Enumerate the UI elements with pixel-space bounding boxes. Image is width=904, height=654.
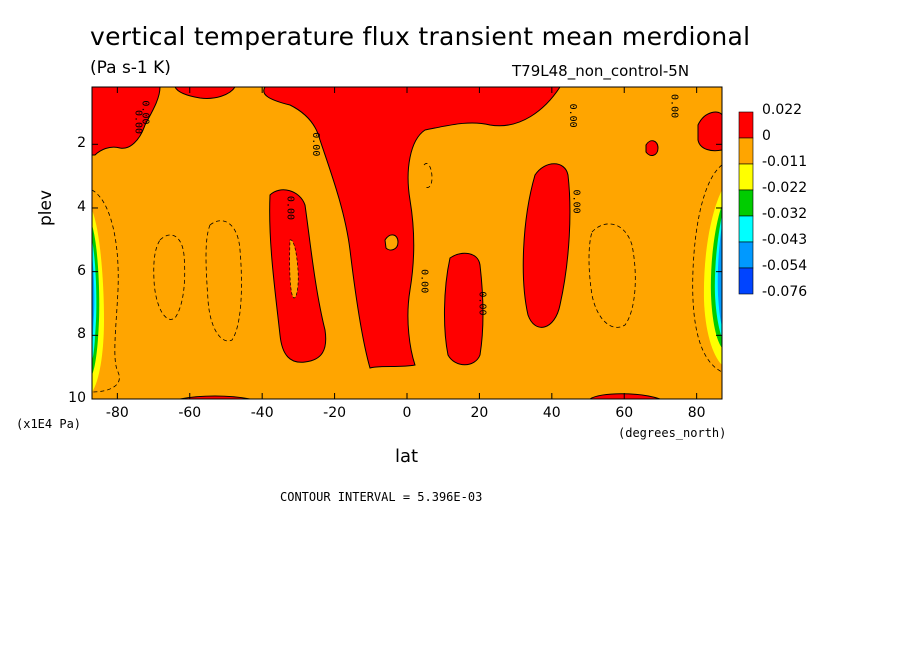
contour-interval: CONTOUR INTERVAL = 5.396E-03 — [280, 490, 483, 504]
x-tick-label: 80 — [687, 405, 706, 421]
neg-region-west-blue — [92, 255, 95, 345]
pos-region-center-large — [263, 87, 561, 369]
neg-contour-5 — [692, 164, 722, 373]
colorbar-swatch — [738, 241, 754, 269]
y-axis-ticks — [92, 143, 722, 400]
pos-region-45n-column — [522, 163, 571, 328]
x-axis-label: lat — [395, 446, 419, 467]
y-tick-label: 8 — [77, 326, 86, 343]
chart-units: (Pa s-1 K) — [90, 58, 171, 78]
colorbar-swatch — [738, 163, 754, 191]
y-tick-label: 2 — [77, 135, 86, 152]
contour-value-label: 0.00 — [668, 94, 679, 118]
x-axis-ticks — [116, 87, 698, 399]
y-tick-label: 4 — [77, 198, 86, 215]
neg-contour-6 — [423, 163, 433, 188]
x-tick-label: -80 — [105, 405, 129, 421]
y-axis-label: plev — [36, 189, 56, 226]
neg-island-left-column — [289, 239, 299, 299]
contour-value-label: 0.00 — [476, 291, 487, 315]
contour-labels: 0.000.000.000.000.000.000.000.000.00 — [132, 94, 679, 315]
neg-contour-3 — [588, 223, 636, 328]
colorbar-label: -0.011 — [762, 154, 808, 170]
neg-contour-2 — [205, 220, 242, 342]
x-tick-label: -40 — [250, 405, 274, 421]
x-tick-label: -20 — [323, 405, 347, 421]
x-tick-label: 0 — [402, 405, 412, 421]
colorbar-label: -0.054 — [762, 258, 808, 274]
colorbar-label: 0 — [762, 128, 771, 144]
contour-value-label: 0.00 — [567, 104, 578, 128]
colorbar-label: -0.032 — [762, 206, 808, 222]
pos-region-70n-blob — [645, 140, 659, 156]
neg-contour-1 — [153, 234, 186, 320]
x-tick-label: -60 — [178, 405, 202, 421]
contour-value-label: 0.00 — [418, 269, 429, 293]
y-tick-label: 10 — [68, 390, 86, 406]
contour-value-label: 0.00 — [140, 100, 151, 124]
colorbar-label: -0.022 — [762, 180, 808, 196]
y-tick-label: 6 — [77, 262, 86, 279]
colorbar — [738, 111, 754, 295]
colorbar-label: -0.076 — [762, 284, 808, 300]
x-tick-label: 40 — [542, 405, 561, 421]
colorbar-swatch — [738, 137, 754, 165]
chart-title: vertical temperature flux transient mean… — [90, 22, 751, 51]
neg-island-center — [384, 234, 399, 251]
colorbar-label: 0.022 — [762, 102, 803, 118]
colorbar-swatch — [738, 189, 754, 217]
contour-value-label: 0.00 — [285, 196, 296, 220]
contour-value-label: 0.00 — [310, 132, 321, 156]
x-tick-label: 20 — [470, 405, 489, 421]
y-axis-units: (x1E4 Pa) — [16, 417, 82, 431]
colorbar-label: -0.043 — [762, 232, 808, 248]
neg-contour-4 — [92, 189, 120, 393]
neg-region-east-blue — [717, 225, 722, 326]
colorbar-swatch — [738, 215, 754, 243]
pos-region-west-top — [92, 87, 161, 156]
x-tick-label: 60 — [615, 405, 634, 421]
x-axis-units: (degrees_north) — [618, 426, 727, 440]
pos-region-20n-column — [444, 252, 484, 366]
colorbar-swatch — [738, 267, 754, 295]
contour-value-label: 0.00 — [571, 190, 582, 214]
pos-region-east-top — [697, 111, 722, 152]
run-label: T79L48_non_control-5N — [512, 62, 690, 80]
colorbar-swatch — [738, 111, 754, 139]
contour-value-label: 0.00 — [132, 110, 143, 134]
